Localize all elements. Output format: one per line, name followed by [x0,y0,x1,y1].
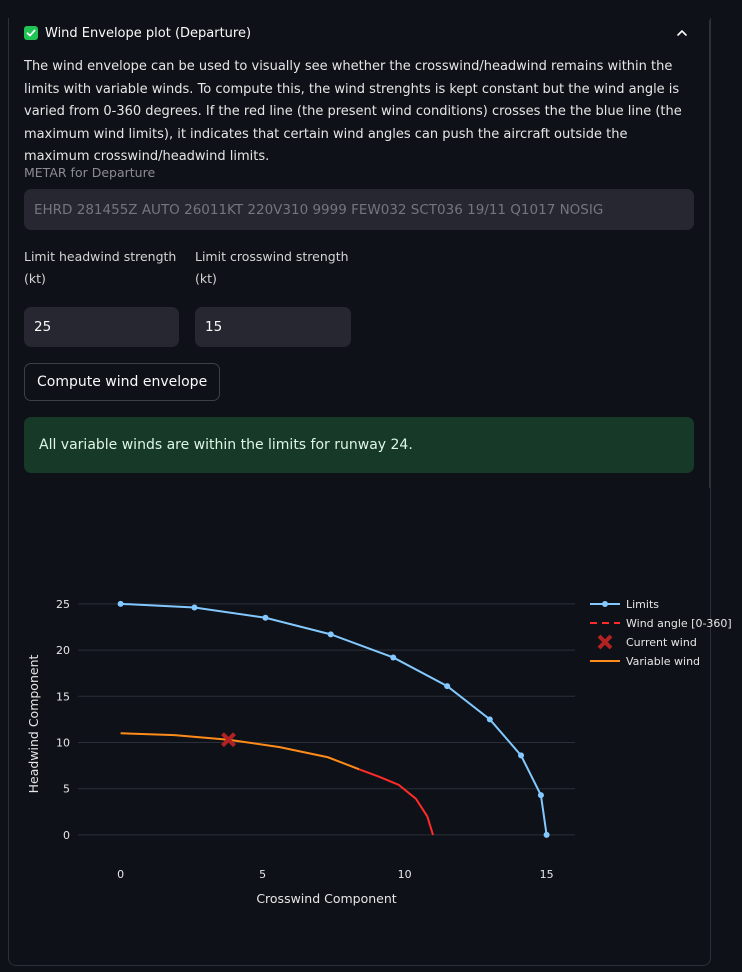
legend-label: Limits [626,598,659,611]
envelope-description: The wind envelope can be used to visuall… [24,59,682,164]
x-tick-label: 15 [540,868,554,881]
checkbox-checked-icon [24,26,38,40]
limits-point [191,604,198,611]
wind-envelope-chart: 0 5 10 15 20 25 0 5 10 15 Crosswind Component Headw… [26,598,732,906]
y-tick-label: 0 [63,829,70,842]
y-tick-label: 15 [56,690,70,703]
current-wind-marker [221,732,236,748]
expander-title: Wind Envelope plot (Departure) [45,25,252,41]
y-tick-label: 25 [56,598,70,611]
limits-point [537,792,544,799]
legend-current-wind-marker [597,634,613,650]
metar-input: EHRD 281455Z AUTO 26011KT 220V310 9999 F… [24,189,694,230]
y-tick-label: 10 [56,736,70,749]
headwind-limit-label: Limit headwind strength [24,249,177,264]
scrollbar[interactable] [709,20,711,488]
headwind-limit-unit: (kt) [24,271,46,286]
headwind-limit-input[interactable]: 25 [24,307,179,347]
limits-point [444,683,451,690]
variable-wind-line [120,732,360,771]
legend-label: Current wind [626,636,697,649]
limits-point [518,752,525,759]
x-axis-title: Crosswind Component [256,891,396,906]
crosswind-limit-unit: (kt) [195,271,217,286]
compute-wind-envelope-button[interactable]: Compute wind envelope [24,363,221,401]
y-tick-label: 5 [63,783,70,796]
crosswind-limit-label: Limit crosswind strength [195,249,349,264]
legend-label: Wind angle [0-360] [626,617,732,630]
expander-header[interactable]: Wind Envelope plot (Departure) [24,22,694,44]
chevron-up-icon[interactable] [674,25,690,41]
metar-label: METAR for Departure [24,165,156,180]
x-tick-label: 5 [259,868,266,881]
limits-point [262,614,269,621]
limits-point [543,831,550,838]
legend-label: Variable wind [626,655,700,668]
y-tick-label: 20 [56,644,70,657]
success-alert: All variable winds are within the limits… [24,417,694,473]
limits-point [117,600,124,607]
limits-point [486,716,493,723]
limits-point [390,654,397,661]
y-axis-title: Headwind Component [26,655,41,794]
x-tick-label: 0 [117,868,124,881]
wind-angle-line [358,768,434,836]
wind-envelope-expander [8,18,711,966]
crosswind-limit-input[interactable]: 15 [195,307,351,347]
limits-point [327,631,334,638]
x-tick-label: 10 [398,868,412,881]
legend-limits-marker [602,601,608,607]
limits-line [120,602,548,836]
